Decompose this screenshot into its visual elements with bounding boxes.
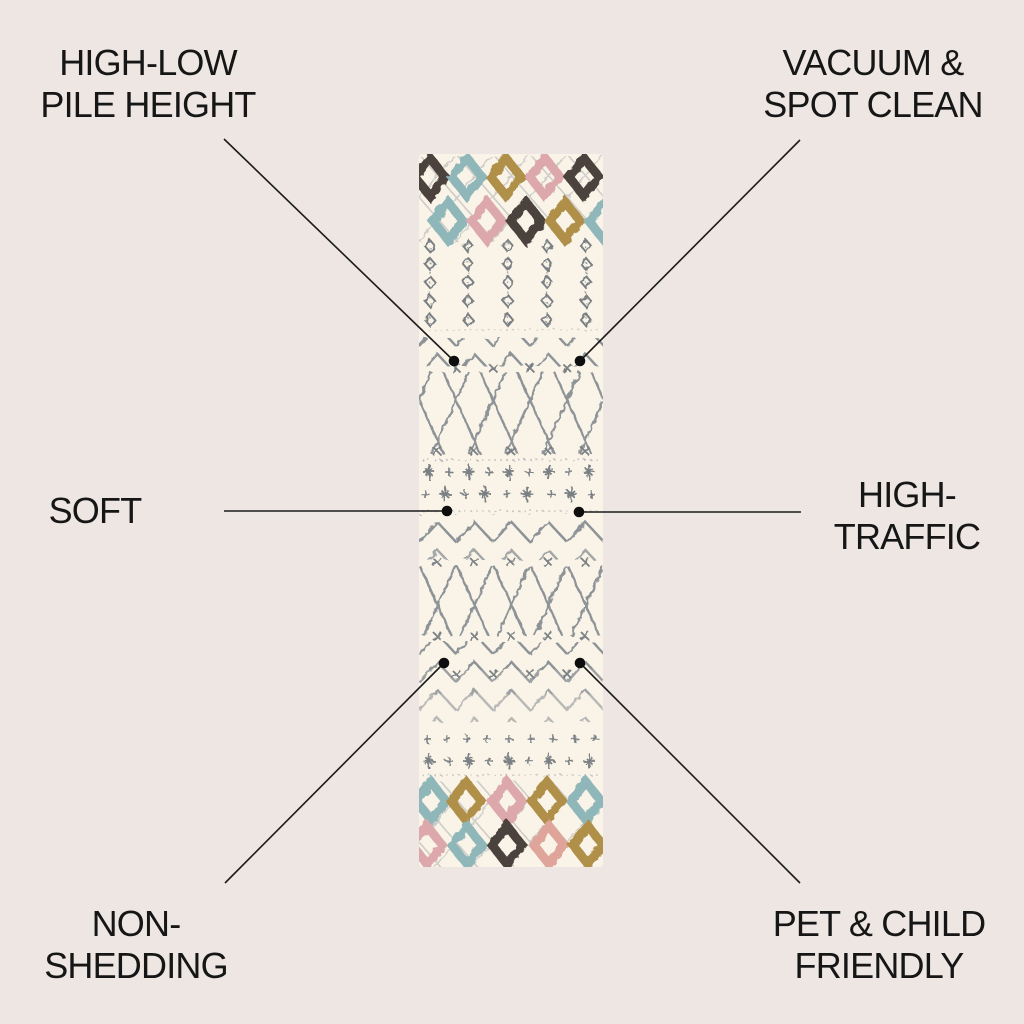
callout-line-top-right: [579, 139, 801, 362]
callout-label-pet-child-friendly: PET & CHILD FRIENDLY: [751, 903, 1007, 987]
callout-line-bottom-right: [579, 662, 801, 884]
rug-image: [419, 154, 603, 867]
label-line: SPOT CLEAN: [763, 84, 983, 125]
label-line: SOFT: [48, 490, 143, 531]
label-line: TRAFFIC: [833, 516, 981, 557]
label-line: PILE HEIGHT: [40, 84, 256, 125]
callout-label-vacuum-spot-clean: VACUUM & SPOT CLEAN: [745, 42, 1001, 126]
callout-label-non-shedding: NON- SHEDDING: [8, 903, 264, 987]
label-line: HIGH-LOW: [59, 42, 237, 83]
label-line: SHEDDING: [44, 945, 228, 986]
callout-line-bottom-left: [224, 662, 445, 884]
label-line: FRIENDLY: [794, 945, 965, 986]
rug-pattern-graphic: [419, 154, 603, 867]
callout-label-soft: SOFT: [0, 490, 190, 532]
label-line: HIGH-: [858, 474, 957, 515]
label-line: VACUUM &: [782, 42, 965, 83]
label-line: NON-: [91, 903, 182, 944]
label-line: PET & CHILD: [772, 903, 986, 944]
callout-label-high-traffic: HIGH- TRAFFIC: [779, 474, 1024, 558]
callout-label-high-low-pile-height: HIGH-LOW PILE HEIGHT: [20, 42, 276, 126]
